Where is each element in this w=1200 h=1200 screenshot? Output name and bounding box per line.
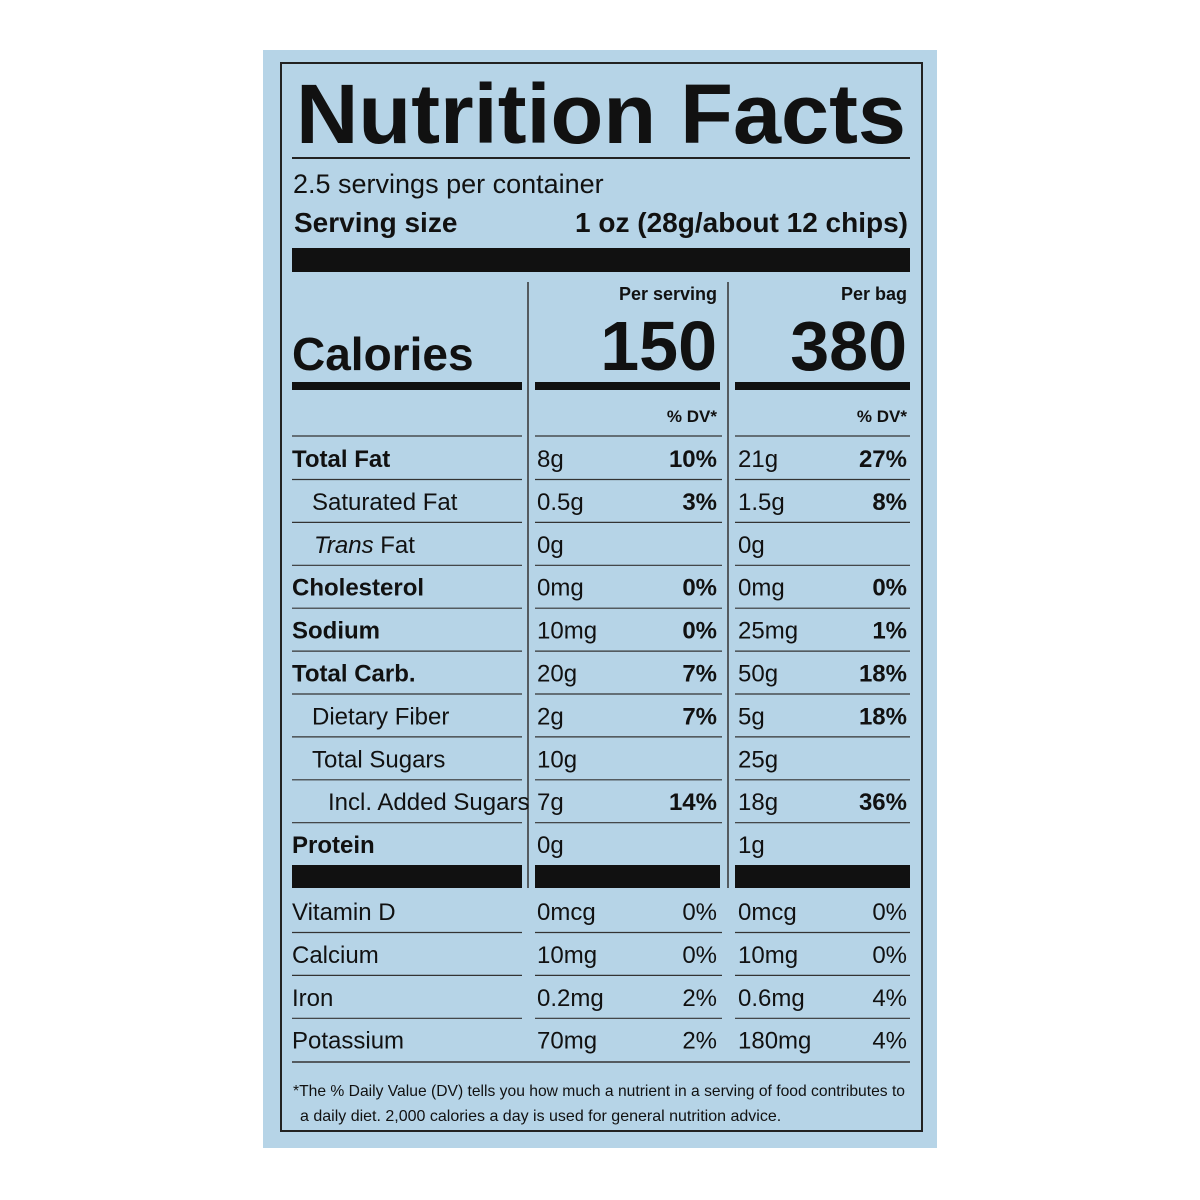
amount: 7g (537, 789, 564, 816)
daily-value: 7% (682, 703, 717, 730)
panel (263, 50, 937, 1148)
nutrient-name: Incl. Added Sugars (328, 789, 529, 816)
name-part: Total Carb. (292, 661, 416, 688)
amount: 0mcg (738, 899, 797, 926)
serving-size-label: Serving size (294, 207, 457, 238)
name-part: Protein (292, 832, 375, 859)
name-part: Cholesterol (292, 575, 424, 602)
name-part: Total Sugars (312, 746, 445, 773)
bar (535, 382, 720, 390)
daily-value: 0% (872, 942, 907, 969)
calories-value: 380 (790, 307, 907, 385)
daily-value: 0% (682, 618, 717, 645)
amount: 18g (738, 789, 778, 816)
daily-value: 2% (682, 1028, 717, 1055)
amount: 0mg (537, 575, 584, 602)
name-part: Trans (314, 532, 374, 559)
amount: 20g (537, 661, 577, 688)
calories-label: Calories (292, 328, 474, 380)
nutrient-name: Sodium (292, 618, 380, 645)
daily-value: 1% (872, 618, 907, 645)
daily-value: 8% (872, 489, 907, 516)
dv-heading: % DV* (857, 407, 907, 426)
dv-heading: % DV* (667, 407, 717, 426)
serving-size-value: 1 oz (28g/about 12 chips) (575, 207, 908, 238)
footnote: *The % Daily Value (DV) tells you how mu… (293, 1083, 905, 1100)
vitamin-name: Potassium (292, 1028, 404, 1055)
amount: 21g (738, 446, 778, 473)
vitamin-name: Iron (292, 985, 333, 1012)
daily-value: 4% (872, 1028, 907, 1055)
column-heading: Per bag (841, 284, 907, 304)
vitamin-name: Calcium (292, 942, 379, 969)
nutrient-name: Saturated Fat (312, 489, 458, 516)
daily-value: 0% (872, 899, 907, 926)
calories-value: 150 (600, 307, 717, 385)
amount: 10mg (537, 942, 597, 969)
amount: 70mg (537, 1028, 597, 1055)
daily-value: 2% (682, 985, 717, 1012)
daily-value: 14% (669, 789, 717, 816)
amount: 1.5g (738, 489, 785, 516)
amount: 5g (738, 703, 765, 730)
daily-value: 10% (669, 446, 717, 473)
amount: 0g (537, 832, 564, 859)
amount: 25mg (738, 618, 798, 645)
name-part: Total Fat (292, 446, 390, 473)
amount: 10mg (738, 942, 798, 969)
daily-value: 0% (682, 575, 717, 602)
bar (292, 382, 522, 390)
bar (735, 865, 910, 888)
daily-value: 27% (859, 446, 907, 473)
column-heading: Per serving (619, 284, 717, 304)
daily-value: 0% (682, 899, 717, 926)
bar (735, 382, 910, 390)
daily-value: 36% (859, 789, 907, 816)
name-part: Fat (374, 532, 416, 559)
nutrient-name: Protein (292, 832, 375, 859)
amount: 0mg (738, 575, 785, 602)
servings: 2.5 servings per container (293, 169, 604, 199)
daily-value: 18% (859, 703, 907, 730)
amount: 2g (537, 703, 564, 730)
footnote: a daily diet. 2,000 calories a day is us… (300, 1108, 781, 1125)
name-part: Saturated Fat (312, 489, 458, 516)
name-part: Incl. Added Sugars (328, 789, 529, 816)
name-part: Sodium (292, 618, 380, 645)
amount: 180mg (738, 1028, 811, 1055)
nutrient-name: Total Sugars (312, 746, 445, 773)
nutrient-name: Trans Fat (314, 532, 415, 559)
daily-value: 0% (872, 575, 907, 602)
amount: 50g (738, 661, 778, 688)
vitamin-name: Vitamin D (292, 899, 396, 926)
daily-value: 0% (682, 942, 717, 969)
amount: 0g (537, 532, 564, 559)
nutrient-name: Total Carb. (292, 661, 416, 688)
amount: 8g (537, 446, 564, 473)
name-part: Dietary Fiber (312, 703, 449, 730)
amount: 0g (738, 532, 765, 559)
amount: 0mcg (537, 899, 596, 926)
daily-value: 3% (682, 489, 717, 516)
nutrient-name: Cholesterol (292, 575, 424, 602)
amount: 25g (738, 746, 778, 773)
label-border (280, 62, 923, 1132)
nutrient-name: Total Fat (292, 446, 390, 473)
daily-value: 7% (682, 661, 717, 688)
amount: 0.6mg (738, 985, 805, 1012)
amount: 10mg (537, 618, 597, 645)
bar (292, 865, 522, 888)
amount: 10g (537, 746, 577, 773)
bar (535, 865, 720, 888)
nutrient-name: Dietary Fiber (312, 703, 449, 730)
amount: 0.5g (537, 489, 584, 516)
amount: 0.2mg (537, 985, 604, 1012)
title: Nutrition Facts (296, 67, 906, 161)
amount: 1g (738, 832, 765, 859)
daily-value: 18% (859, 661, 907, 688)
daily-value: 4% (872, 985, 907, 1012)
thick-bar (292, 248, 910, 272)
